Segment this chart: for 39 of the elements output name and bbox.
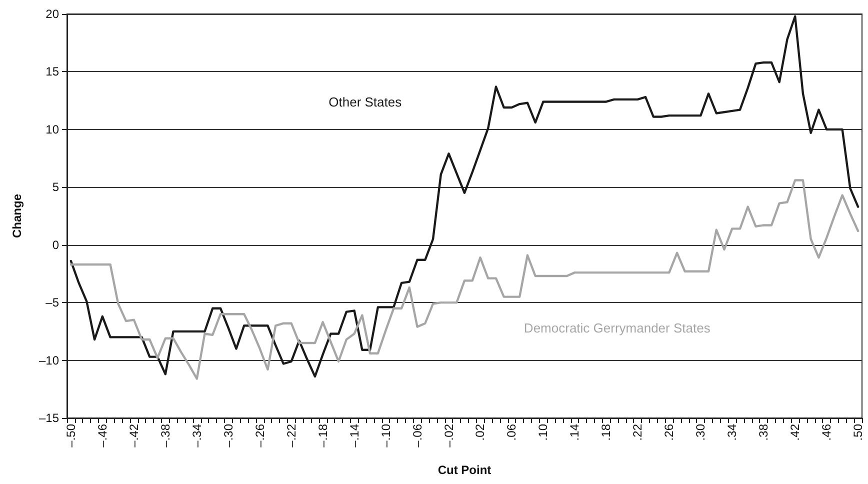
- x-tick-label: –.02: [442, 424, 456, 448]
- x-tick-label: –.46: [95, 424, 110, 448]
- x-tick-label: –.06: [410, 424, 424, 448]
- y-tick-label: 5: [52, 180, 60, 194]
- x-axis-title: Cut Point: [438, 463, 492, 477]
- y-tick-label: 15: [46, 64, 60, 79]
- x-tick-label: .38: [756, 424, 771, 441]
- x-tick-label: .06: [504, 424, 519, 441]
- x-tick-label: .22: [630, 424, 645, 441]
- y-tick-label: –10: [38, 353, 60, 368]
- series-label: Democratic Gerrymander States: [524, 320, 711, 336]
- y-tick-label: –15: [38, 411, 60, 425]
- y-tick-label: 20: [46, 7, 60, 21]
- y-tick-label: –5: [46, 296, 60, 310]
- x-tick-label: –.26: [252, 424, 267, 448]
- x-tick-label: –.22: [284, 424, 298, 448]
- x-tick-label: .18: [599, 424, 614, 441]
- y-tick-label: 0: [52, 238, 60, 252]
- x-tick-label: .10: [536, 424, 550, 441]
- x-tick-label: .02: [473, 424, 488, 441]
- x-tick-label: .34: [725, 424, 740, 441]
- y-axis-title: Change: [10, 194, 24, 238]
- x-tick-label: –.18: [316, 424, 330, 448]
- line-series: [70, 179, 860, 380]
- y-tick-label: 10: [46, 122, 60, 136]
- x-tick-label: .46: [820, 424, 834, 441]
- x-tick-label: .50: [851, 424, 866, 441]
- x-tick-label: –.38: [158, 424, 172, 448]
- x-tick-label: –.34: [190, 424, 204, 448]
- x-tick-label: .14: [568, 424, 582, 441]
- x-tick-label: –.10: [378, 424, 393, 448]
- x-tick-label: .42: [788, 424, 802, 441]
- x-tick-label: –.42: [126, 424, 141, 448]
- x-tick-label: –.30: [221, 424, 236, 448]
- x-tick-label: –.14: [347, 424, 362, 448]
- x-tick-label: –.50: [64, 424, 78, 448]
- x-tick-label: .26: [662, 424, 676, 441]
- text: Other States: [328, 94, 402, 110]
- x-tick-label: .30: [694, 424, 708, 441]
